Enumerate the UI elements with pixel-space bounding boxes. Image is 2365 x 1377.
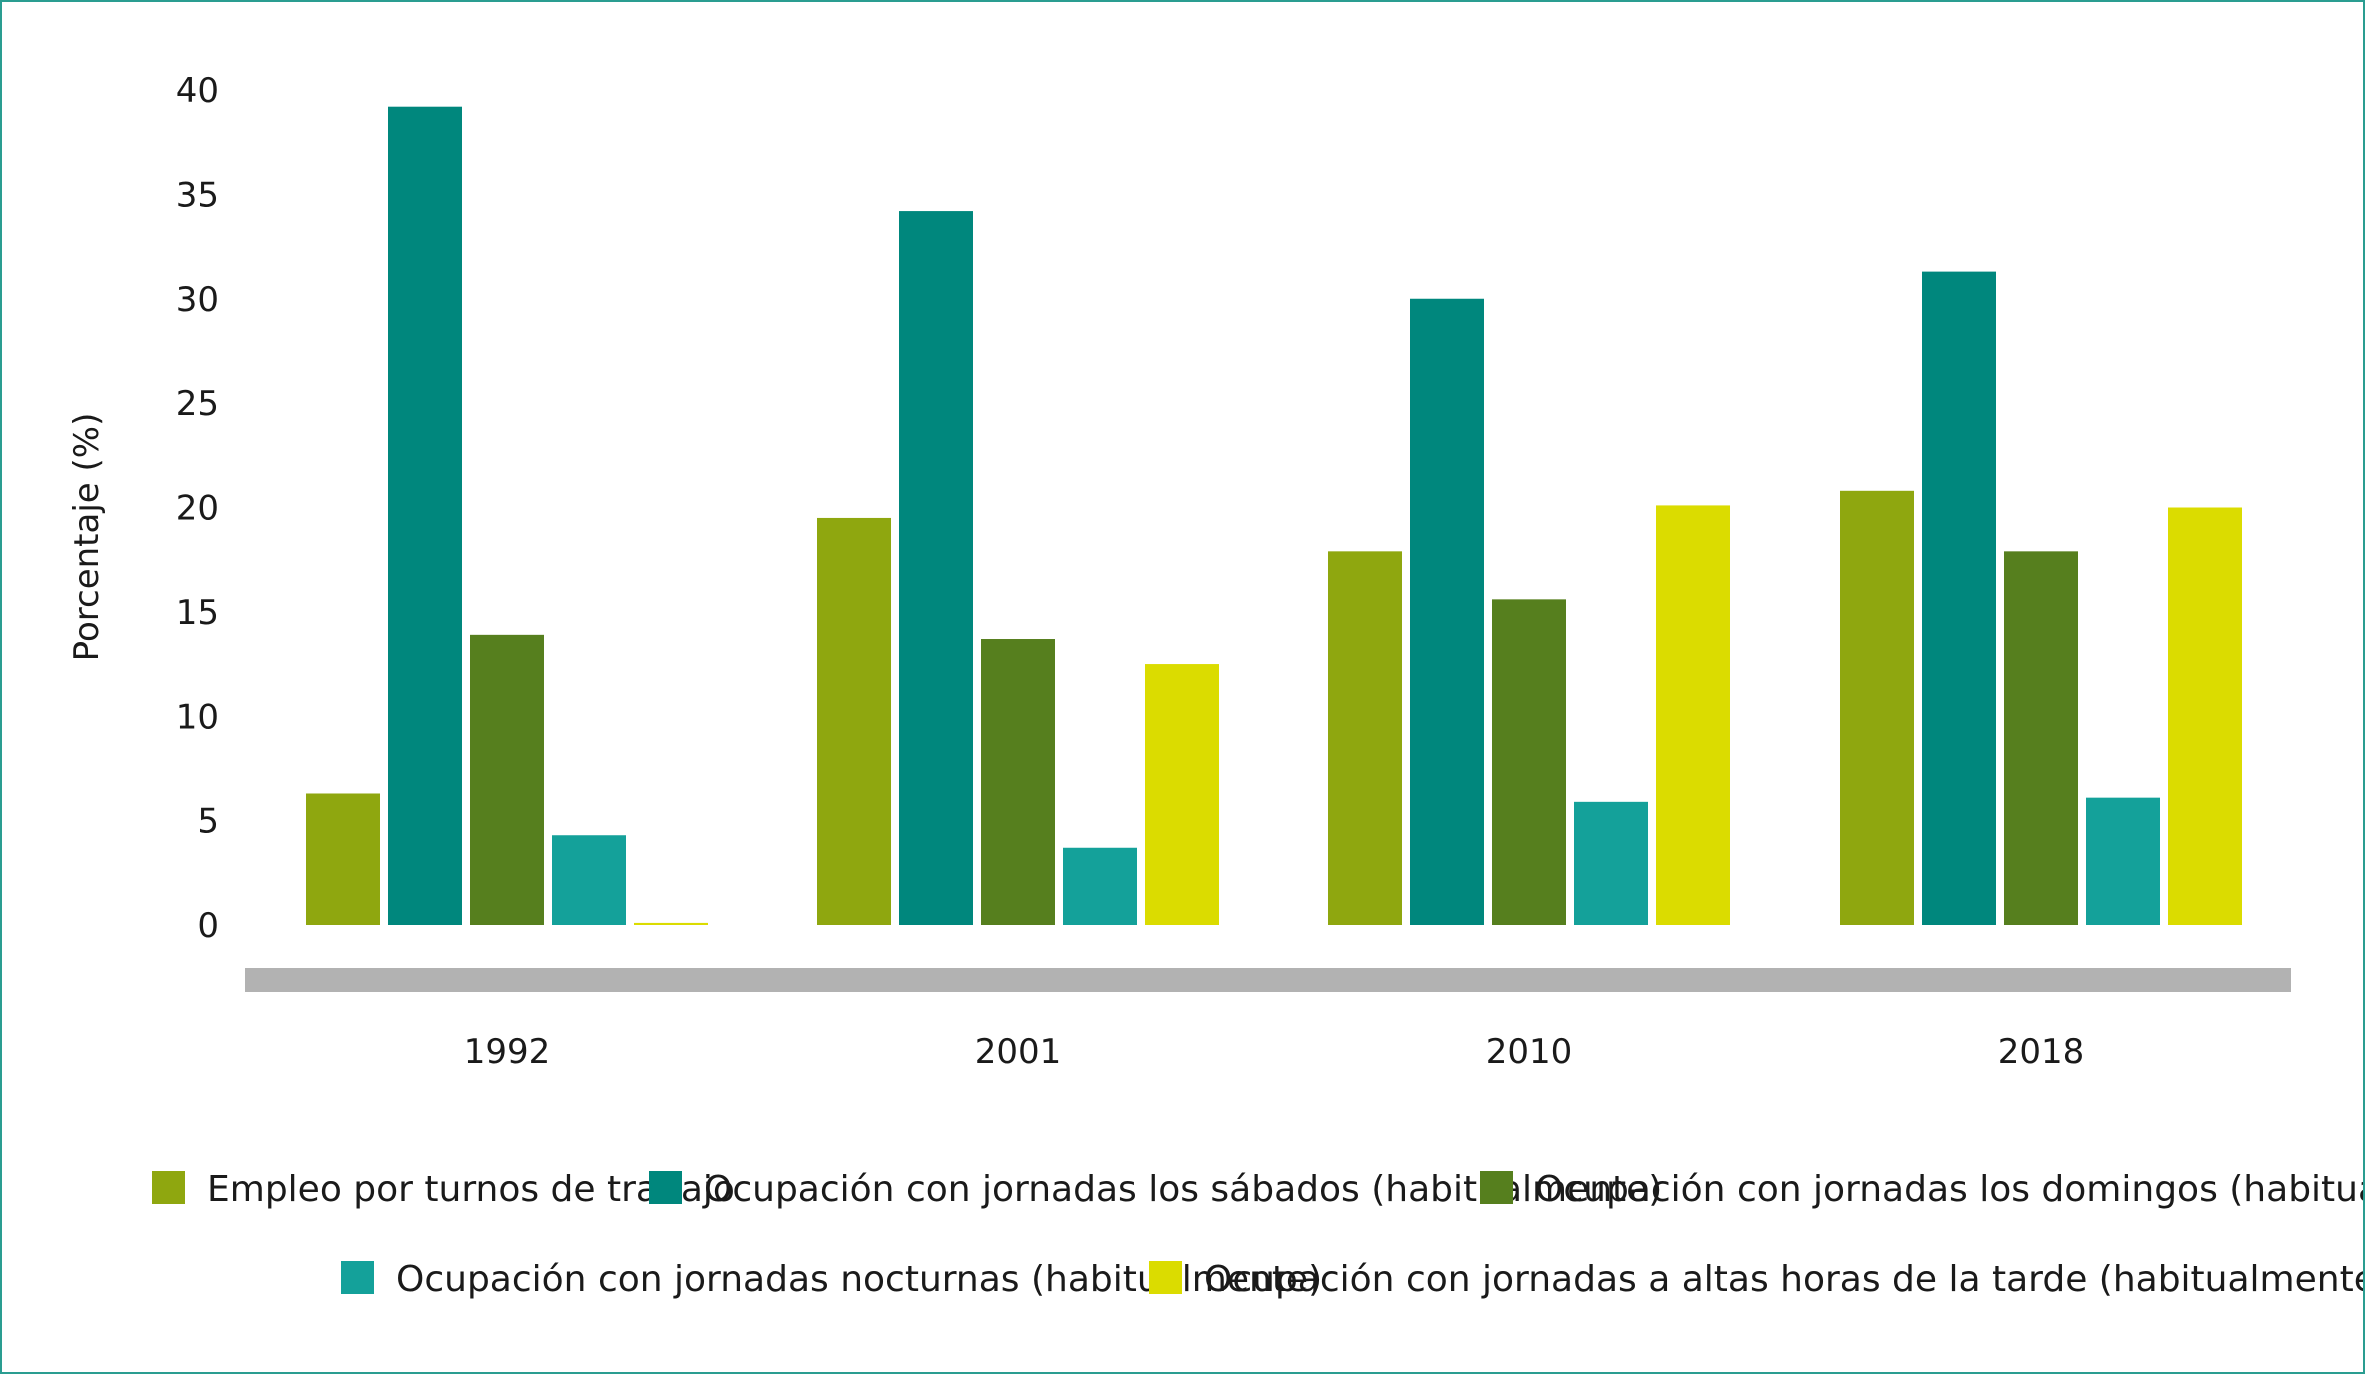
x-category-label: 1992: [464, 1032, 551, 1072]
bar-1992-series-3: [470, 634, 544, 925]
legend-label: Ocupación con jornadas los sábados (habi…: [704, 1169, 1662, 1210]
bar-2010-series-1: [1328, 551, 1402, 925]
y-axis-title: Porcentaje (%): [67, 413, 107, 662]
bar-2010-series-5: [1656, 505, 1730, 925]
legend-swatch: [649, 1171, 682, 1204]
bar-2001-series-1: [817, 517, 891, 925]
y-tick-label: 10: [176, 697, 219, 737]
legend-label: Ocupación con jornadas a altas horas de …: [1204, 1259, 2363, 1300]
x-category-label: 2010: [1486, 1032, 1573, 1072]
y-tick-label: 15: [176, 593, 219, 633]
y-tick-label: 40: [176, 71, 219, 111]
bar-2001-series-3: [981, 639, 1055, 925]
legend-swatch: [152, 1171, 185, 1204]
legend-label: Empleo por turnos de trabajo: [207, 1169, 735, 1210]
bar-2010-series-3: [1492, 599, 1566, 925]
legend-label: Ocupación con jornadas nocturnas (habitu…: [396, 1259, 1322, 1300]
y-tick-label: 20: [176, 489, 219, 529]
y-tick-label: 5: [197, 802, 219, 842]
bar-2018-series-4: [2086, 797, 2160, 925]
bar-2010-series-2: [1410, 298, 1484, 925]
y-tick-label: 25: [176, 384, 219, 424]
legend-swatch: [1149, 1261, 1182, 1294]
bar-2018-series-1: [1840, 490, 1914, 925]
y-tick-label: 30: [176, 280, 219, 320]
bar-1992-series-2: [388, 106, 462, 925]
bar-2018-series-2: [1922, 271, 1996, 925]
bar-2018-series-5: [2168, 507, 2242, 925]
x-axis-band: [245, 968, 2291, 992]
bar-1992-series-4: [552, 835, 626, 925]
y-axis-ticks: 0 5 10 15 20 25 30 35 40: [176, 71, 219, 946]
bar-2001-series-2: [899, 211, 973, 925]
bar-2010-series-4: [1574, 801, 1648, 925]
bar-1992-series-5: [634, 922, 708, 925]
legend-swatch: [1480, 1171, 1513, 1204]
bar-2001-series-4: [1063, 847, 1137, 925]
x-category-label: 2018: [1998, 1032, 2085, 1072]
x-category-label: 2001: [975, 1032, 1062, 1072]
legend-swatch: [341, 1261, 374, 1294]
y-tick-label: 0: [197, 906, 219, 946]
x-axis-labels: 1992 2001 2010 2018: [464, 1032, 2085, 1072]
legend-label: Ocupación con jornadas los domingos (hab…: [1535, 1169, 2363, 1210]
bar-2018-series-3: [2004, 551, 2078, 925]
bar-2001-series-5: [1145, 664, 1219, 925]
y-tick-label: 35: [176, 175, 219, 215]
bars: [306, 106, 2242, 925]
bar-1992-series-1: [306, 793, 380, 925]
